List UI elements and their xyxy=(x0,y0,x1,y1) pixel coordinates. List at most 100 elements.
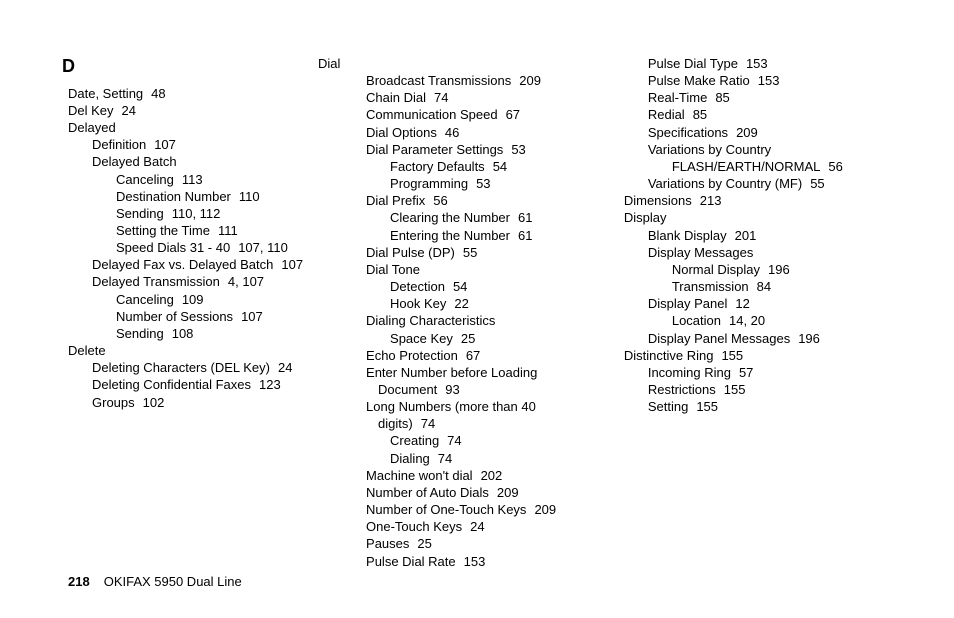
index-entry-label: One-Touch Keys xyxy=(366,519,462,534)
index-entry-pages: 84 xyxy=(757,279,771,294)
index-entry-line1: Long Numbers (more than 40 xyxy=(366,398,618,415)
index-entry-label: Redial xyxy=(648,107,685,122)
index-entry: Echo Protection67 xyxy=(342,347,618,364)
index-entry-pages: 155 xyxy=(721,348,743,363)
index-entry-pages: 25 xyxy=(461,331,475,346)
index-entry: Display xyxy=(624,209,888,226)
index-entry-pages: 24 xyxy=(278,360,292,375)
index-entry-pages: 74 xyxy=(447,433,461,448)
index-entry-line1: Enter Number before Loading xyxy=(366,364,618,381)
index-entry: Sending108 xyxy=(68,325,336,342)
index-entry-pages: 155 xyxy=(724,382,746,397)
index-entry: Display Panel12 xyxy=(624,295,888,312)
column-1: D Date, Setting48Del Key24DelayedDefinit… xyxy=(68,55,342,570)
index-entry-pages: 113 xyxy=(182,172,203,187)
index-entry-pages: 61 xyxy=(518,228,532,243)
index-entry-label: Pulse Dial Rate xyxy=(366,554,456,569)
index-entry: Canceling 109 xyxy=(68,291,336,308)
index-entry-label: Transmission xyxy=(672,279,749,294)
index-entry-pages: 153 xyxy=(758,73,780,88)
index-entry: Chain Dial74 xyxy=(342,89,618,106)
index-entry-pages: 54 xyxy=(453,279,467,294)
index-entry-pages: 46 xyxy=(445,125,459,140)
index-entry-pages: 22 xyxy=(454,296,468,311)
index-entry: Entering the Number61 xyxy=(342,227,618,244)
column-2: DialBroadcast Transmissions209Chain Dial… xyxy=(342,55,624,570)
index-entry-pages: 107 xyxy=(241,309,263,324)
index-entry-label: Variations by Country xyxy=(648,142,771,157)
index-entry-label: Space Key xyxy=(390,331,453,346)
index-entry-label: Number of One-Touch Keys xyxy=(366,502,526,517)
index-entry: Detection54 xyxy=(342,278,618,295)
index-entry-pages: 4, 107 xyxy=(228,274,264,289)
index-entry-pages: 110 xyxy=(239,189,260,204)
index-entry: Dial xyxy=(318,55,618,72)
index-entry-label: Speed Dials 31 - 40 xyxy=(116,240,230,255)
index-entry-pages: 93 xyxy=(445,382,459,397)
index-entry: Space Key 25 xyxy=(342,330,618,347)
index-entry-pages: 153 xyxy=(746,56,768,71)
footer-title: OKIFAX 5950 Dual Line xyxy=(104,574,242,589)
index-entry-label: Display Messages xyxy=(648,245,754,260)
index-entry-label: Blank Display xyxy=(648,228,727,243)
index-entry-label: Document xyxy=(378,382,437,397)
index-entry-label: Creating xyxy=(390,433,439,448)
index-entry-pages: 24 xyxy=(470,519,484,534)
index-entry-pages: 48 xyxy=(151,86,165,101)
index-entry: Dimensions213 xyxy=(624,192,888,209)
index-entry-pages: 209 xyxy=(519,73,541,88)
index-entry: Programming53 xyxy=(342,175,618,192)
index-entry-pages: 67 xyxy=(506,107,520,122)
index-entry: Hook Key22 xyxy=(342,295,618,312)
index-entry: FLASH/EARTH/NORMAL56 xyxy=(624,158,888,175)
index-entry: Canceling113 xyxy=(68,171,336,188)
page-number: 218 xyxy=(68,574,90,589)
index-entry-label: Restrictions xyxy=(648,382,716,397)
index-entry-pages: 56 xyxy=(433,193,447,208)
index-entry-pages: 109 xyxy=(182,292,204,307)
index-entry: Delayed Fax vs. Delayed Batch107 xyxy=(68,256,336,273)
index-entry: Variations by Country xyxy=(624,141,888,158)
index-entry: Sending110, 112 xyxy=(68,205,336,222)
index-entry-label: Canceling xyxy=(116,292,174,307)
index-entry-label: Incoming Ring xyxy=(648,365,731,380)
index-entry: Deleting Characters (DEL Key)24 xyxy=(68,359,336,376)
index-entry-label: Sending xyxy=(116,326,164,341)
col1-entries: Date, Setting48Del Key24DelayedDefinitio… xyxy=(68,85,336,411)
index-entry-label: Factory Defaults xyxy=(390,159,485,174)
index-entry-pages: 155 xyxy=(696,399,718,414)
index-entry-label: Number of Sessions xyxy=(116,309,233,324)
index-entry: Number of One-Touch Keys 209 xyxy=(342,501,618,518)
columns-wrapper: D Date, Setting48Del Key24DelayedDefinit… xyxy=(68,55,894,570)
index-entry-pages: 57 xyxy=(739,365,753,380)
index-entry: Incoming Ring 57 xyxy=(624,364,888,381)
index-entry: Transmission 84 xyxy=(624,278,888,295)
index-entry-pages: 61 xyxy=(518,210,532,225)
index-entry-pages: 55 xyxy=(463,245,477,260)
index-entry: One-Touch Keys 24 xyxy=(342,518,618,535)
index-entry-label: Setting the Time xyxy=(116,223,210,238)
index-entry: Dial Parameter Settings53 xyxy=(342,141,618,158)
index-entry: Dialing Characteristics xyxy=(342,312,618,329)
index-entry: Deleting Confidential Faxes123 xyxy=(68,376,336,393)
index-entry: Destination Number110 xyxy=(68,188,336,205)
index-entry: Broadcast Transmissions209 xyxy=(342,72,618,89)
index-entry-pages: 209 xyxy=(534,502,556,517)
index-entry-pages: 12 xyxy=(735,296,749,311)
index-entry-line2: Document 93 xyxy=(366,381,618,398)
index-entry-pages: 56 xyxy=(828,159,842,174)
index-entry-pages: 74 xyxy=(421,416,435,431)
index-entry: Setting the Time111 xyxy=(68,222,336,239)
index-entry-label: Dial Parameter Settings xyxy=(366,142,503,157)
index-entry-pages: 67 xyxy=(466,348,480,363)
index-entry: Delayed Batch xyxy=(68,153,336,170)
index-entry: Location14, 20 xyxy=(624,312,888,329)
index-entry-label: Delayed xyxy=(68,120,116,135)
index-entry-pages: 102 xyxy=(143,395,165,410)
index-entry-pages: 53 xyxy=(476,176,490,191)
index-entry-pages: 74 xyxy=(438,451,452,466)
index-entry-pages: 209 xyxy=(736,125,758,140)
index-entry: Redial85 xyxy=(624,106,888,123)
index-entry-label: Delayed Fax vs. Delayed Batch xyxy=(92,257,273,272)
index-entry: Long Numbers (more than 40digits)74 xyxy=(342,398,618,432)
